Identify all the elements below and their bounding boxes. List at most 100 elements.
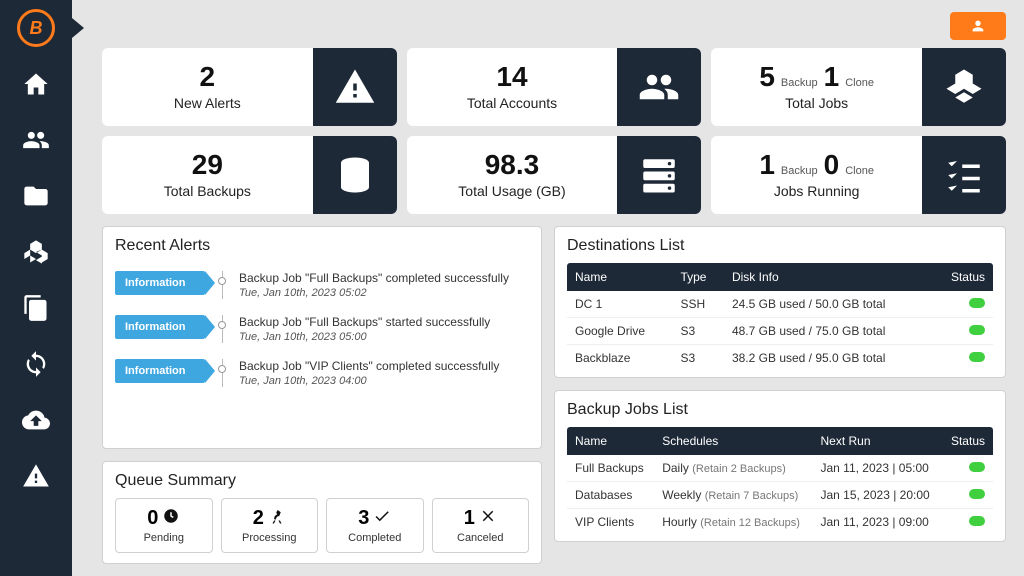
- stat-backups[interactable]: 29 Total Backups: [102, 136, 397, 214]
- boxes-icon: [922, 48, 1006, 126]
- alert-row[interactable]: Information Backup Job "Full Backups" co…: [115, 263, 529, 307]
- job-name: Databases: [567, 482, 654, 509]
- job-next: Jan 11, 2023 | 05:00: [812, 455, 941, 482]
- status-dot-icon: [969, 516, 985, 526]
- queue-num: 0: [147, 507, 158, 530]
- job-name: Full Backups: [567, 455, 654, 482]
- destinations-table: Name Type Disk Info Status DC 1 SSH 24.5…: [567, 263, 993, 371]
- stat-run-clone-l: Clone: [845, 165, 874, 177]
- stat-running[interactable]: 1 Backup 0 Clone Jobs Running: [711, 136, 1006, 214]
- status-dot-icon: [969, 462, 985, 472]
- dest-status: [932, 318, 993, 345]
- status-dot-icon: [969, 325, 985, 335]
- dest-name: Backblaze: [567, 345, 672, 372]
- dest-h-status: Status: [932, 263, 993, 291]
- jobs-h-status: Status: [941, 427, 993, 455]
- alert-row[interactable]: Information Backup Job "VIP Clients" com…: [115, 351, 529, 395]
- job-sched: Hourly (Retain 12 Backups): [654, 509, 812, 536]
- table-row[interactable]: VIP Clients Hourly (Retain 12 Backups) J…: [567, 509, 993, 536]
- stat-accounts-label: Total Accounts: [467, 95, 557, 111]
- nav-users[interactable]: [0, 112, 72, 168]
- stat-grid: 2 New Alerts 14 Total Accounts 5 Backup …: [102, 48, 1006, 214]
- users-icon: [617, 48, 701, 126]
- logo[interactable]: B: [0, 0, 72, 56]
- stat-jobs-clone-n: 1: [824, 63, 840, 91]
- nav-alerts[interactable]: [0, 448, 72, 504]
- queue-row: 0 Pending 2 Processing 3Completed 1 Canceled: [115, 498, 529, 553]
- queue-num: 2: [253, 507, 264, 530]
- timeline: [215, 315, 229, 343]
- table-row[interactable]: Backblaze S3 38.2 GB used / 95.0 GB tota…: [567, 345, 993, 372]
- stat-jobs-clone-l: Clone: [845, 77, 874, 89]
- job-next: Jan 15, 2023 | 20:00: [812, 482, 941, 509]
- stat-accounts[interactable]: 14 Total Accounts: [407, 48, 702, 126]
- warning-icon: [313, 48, 397, 126]
- queue-card-processing[interactable]: 2 Processing: [221, 498, 319, 553]
- table-row[interactable]: DC 1 SSH 24.5 GB used / 50.0 GB total: [567, 291, 993, 318]
- dest-name: Google Drive: [567, 318, 672, 345]
- job-sched: Daily (Retain 2 Backups): [654, 455, 812, 482]
- stat-total-jobs[interactable]: 5 Backup 1 Clone Total Jobs: [711, 48, 1006, 126]
- nav-folder[interactable]: [0, 168, 72, 224]
- timeline: [215, 359, 229, 387]
- dest-h-disk: Disk Info: [724, 263, 932, 291]
- status-dot-icon: [969, 298, 985, 308]
- columns: Recent Alerts Information Backup Job "Fu…: [102, 226, 1006, 564]
- nav-home[interactable]: [0, 56, 72, 112]
- queue-label: Processing: [226, 532, 314, 544]
- stat-usage-value: 98.3: [485, 151, 540, 179]
- queue-card-completed[interactable]: 3Completed: [326, 498, 424, 553]
- recent-alerts-panel: Recent Alerts Information Backup Job "Fu…: [102, 226, 542, 449]
- queue-label: Pending: [120, 532, 208, 544]
- checklist-icon: [922, 136, 1006, 214]
- status-dot-icon: [969, 352, 985, 362]
- alert-row[interactable]: Information Backup Job "Full Backups" st…: [115, 307, 529, 351]
- queue-icon: [373, 507, 391, 530]
- queue-icon: [479, 507, 497, 530]
- dest-disk: 24.5 GB used / 50.0 GB total: [724, 291, 932, 318]
- queue-card-canceled[interactable]: 1 Canceled: [432, 498, 530, 553]
- recent-alerts-title: Recent Alerts: [115, 237, 529, 255]
- nav-copy[interactable]: [0, 280, 72, 336]
- queue-label: Canceled: [437, 532, 525, 544]
- stat-accounts-value: 14: [496, 63, 527, 91]
- alert-text: Backup Job "VIP Clients" completed succe…: [239, 359, 529, 387]
- jobs-panel: Backup Jobs List Name Schedules Next Run…: [554, 390, 1006, 542]
- nav-sync[interactable]: [0, 336, 72, 392]
- table-row[interactable]: Full Backups Daily (Retain 2 Backups) Ja…: [567, 455, 993, 482]
- stat-alerts-value: 2: [200, 63, 216, 91]
- alert-text: Backup Job "Full Backups" completed succ…: [239, 271, 529, 299]
- nav-cloud[interactable]: [0, 392, 72, 448]
- stat-usage[interactable]: 98.3 Total Usage (GB): [407, 136, 702, 214]
- job-status: [941, 482, 993, 509]
- database-icon: [313, 136, 397, 214]
- nav-boxes[interactable]: [0, 224, 72, 280]
- table-row[interactable]: Google Drive S3 48.7 GB used / 75.0 GB t…: [567, 318, 993, 345]
- jobs-table: Name Schedules Next Run Status Full Back…: [567, 427, 993, 535]
- queue-label: Completed: [331, 532, 419, 544]
- queue-card-pending[interactable]: 0 Pending: [115, 498, 213, 553]
- dest-h-name: Name: [567, 263, 672, 291]
- queue-panel: Queue Summary 0 Pending 2 Processing 3Comple…: [102, 461, 542, 564]
- stat-alerts-label: New Alerts: [174, 95, 241, 111]
- alerts-list: Information Backup Job "Full Backups" co…: [115, 263, 529, 395]
- alert-tag: Information: [115, 359, 205, 383]
- user-button[interactable]: [950, 12, 1006, 40]
- dest-status: [932, 345, 993, 372]
- sidebar: B: [0, 0, 72, 576]
- stat-alerts[interactable]: 2 New Alerts: [102, 48, 397, 126]
- dest-type: SSH: [672, 291, 724, 318]
- queue-title: Queue Summary: [115, 472, 529, 490]
- jobs-h-sched: Schedules: [654, 427, 812, 455]
- job-name: VIP Clients: [567, 509, 654, 536]
- stat-jobs-label: Total Jobs: [785, 95, 848, 111]
- queue-num: 1: [464, 507, 475, 530]
- stat-jobs-backup-l: Backup: [781, 77, 818, 89]
- job-status: [941, 455, 993, 482]
- stat-jobs-backup-n: 5: [759, 63, 775, 91]
- stat-backups-label: Total Backups: [164, 183, 251, 199]
- table-row[interactable]: Databases Weekly (Retain 7 Backups) Jan …: [567, 482, 993, 509]
- dest-disk: 38.2 GB used / 95.0 GB total: [724, 345, 932, 372]
- stat-running-label: Jobs Running: [774, 183, 860, 199]
- job-sched: Weekly (Retain 7 Backups): [654, 482, 812, 509]
